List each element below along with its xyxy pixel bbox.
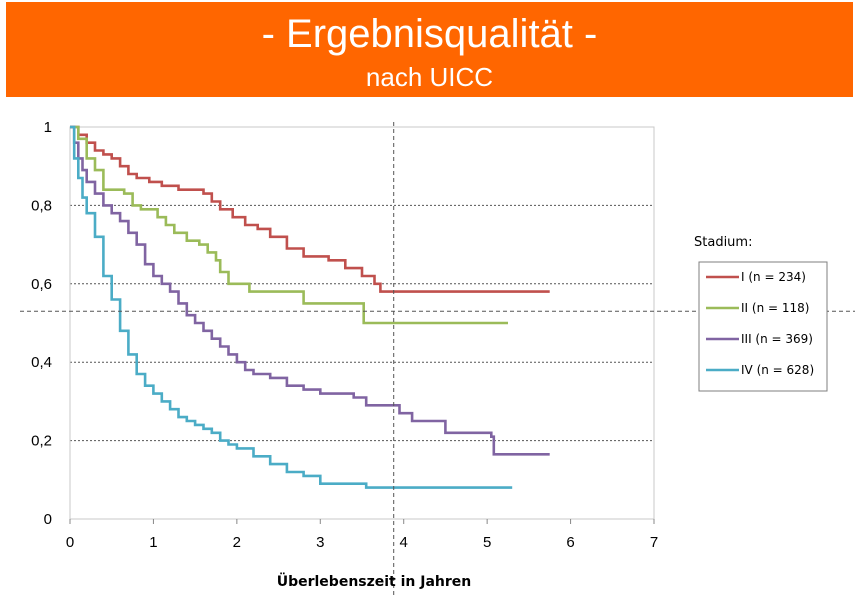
x-tick-label: 4	[400, 534, 408, 551]
y-tick-label: 0,8	[31, 197, 52, 214]
gridlines	[70, 204, 654, 442]
y-tick-label: 0	[44, 511, 52, 528]
axes-layer: 0 0,2 0,4 0,6 0,8 1 0 1 2 3 4 5 6 7	[31, 119, 658, 551]
page-title: - Ergebnisqualität -	[261, 12, 598, 56]
x-tick-label: 5	[483, 534, 491, 551]
y-tick-label: 0,2	[31, 433, 52, 450]
x-axis-label: Überlebenszeit in Jahren	[277, 572, 472, 590]
legend-label: III (n = 369)	[741, 332, 813, 346]
series-layer	[70, 125, 550, 489]
series-line	[70, 125, 513, 489]
legend: Stadium: I (n = 234) II (n = 118) III (n =…	[694, 235, 828, 392]
x-tick-label: 1	[149, 534, 157, 551]
series-line	[70, 125, 508, 325]
legend-title: Stadium:	[694, 235, 752, 250]
y-tick-label: 0,6	[31, 276, 52, 293]
legend-label: IV (n = 628)	[741, 363, 814, 377]
series-line	[70, 125, 550, 456]
x-tick-label: 0	[66, 534, 74, 551]
legend-label: II (n = 118)	[741, 301, 809, 315]
page-subtitle: nach UICC	[365, 62, 494, 92]
x-tick-label: 6	[566, 534, 574, 551]
x-tick-label: 2	[233, 534, 241, 551]
series-line	[70, 125, 550, 293]
x-tick-label: 7	[650, 534, 658, 551]
y-tick-label: 0,4	[31, 354, 52, 371]
header-banner: - Ergebnisqualität - nach UICC	[6, 2, 853, 97]
y-tick-label: 1	[44, 119, 52, 136]
plot-area-frame	[69, 126, 655, 520]
x-tick-label: 3	[316, 534, 324, 551]
legend-label: I (n = 234)	[741, 270, 806, 284]
